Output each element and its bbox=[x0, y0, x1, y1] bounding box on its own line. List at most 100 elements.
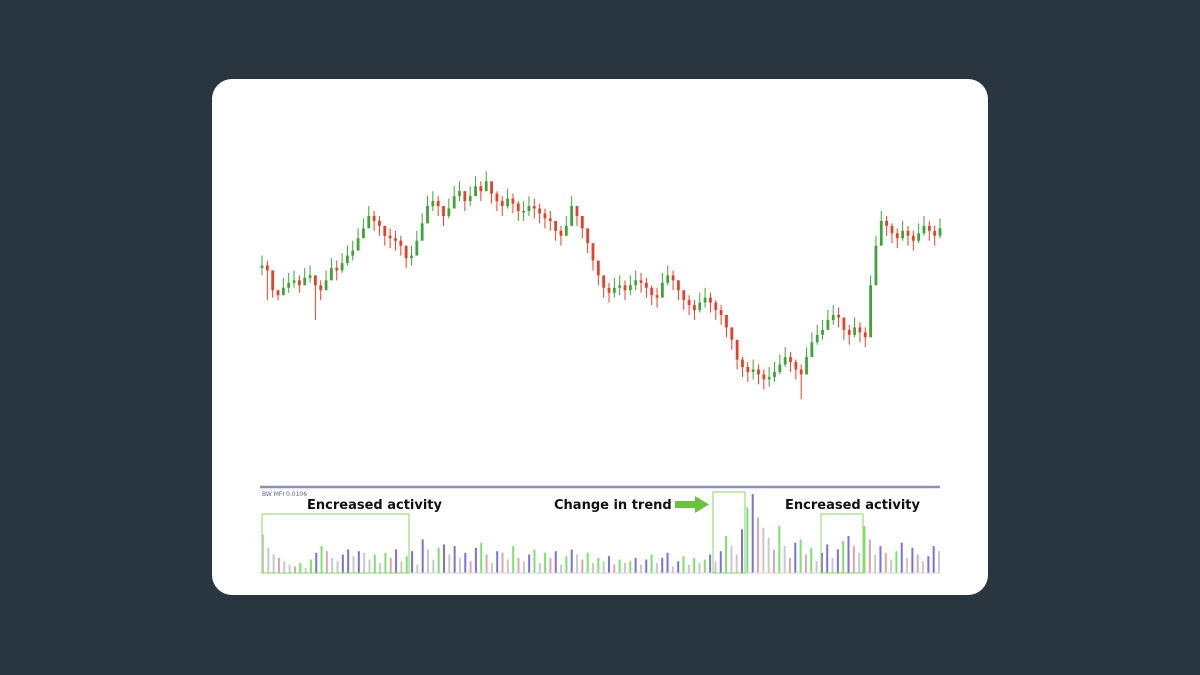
candle-body bbox=[543, 213, 547, 219]
chart-svg: BW MFI 0.0106 Encreased activity Change … bbox=[242, 171, 957, 581]
mfi-bar bbox=[916, 554, 919, 573]
candle-body bbox=[335, 267, 339, 271]
candle-body bbox=[564, 225, 568, 236]
mfi-bar bbox=[288, 564, 291, 573]
mfi-bar bbox=[927, 556, 930, 573]
candle-body bbox=[890, 225, 894, 234]
candle-body bbox=[297, 280, 301, 286]
candle-body bbox=[356, 238, 360, 251]
candle-body bbox=[308, 275, 312, 278]
candle-body bbox=[863, 332, 867, 338]
candle-body bbox=[794, 362, 798, 370]
mfi-bar bbox=[666, 552, 669, 573]
candle-body bbox=[538, 208, 542, 214]
candle-body bbox=[452, 196, 456, 209]
candle-body bbox=[757, 369, 760, 375]
mfi-bar bbox=[607, 556, 610, 573]
annotation-left: Encreased activity bbox=[307, 498, 443, 513]
mfi-bar bbox=[602, 561, 605, 573]
candle-body bbox=[271, 270, 275, 291]
candle-body bbox=[885, 220, 889, 226]
mfi-bar bbox=[363, 552, 366, 573]
annotation-middle: Change in trend bbox=[554, 498, 672, 513]
mfi-bar bbox=[490, 562, 493, 573]
candle-body bbox=[447, 208, 451, 216]
candle-body bbox=[837, 315, 840, 318]
mfi-bar bbox=[538, 562, 541, 573]
mfi-bar bbox=[634, 557, 637, 573]
candle-body bbox=[463, 191, 467, 202]
mfi-bar bbox=[517, 557, 520, 573]
mfi-bar bbox=[544, 552, 547, 573]
candle-body bbox=[906, 230, 910, 236]
mfi-bar bbox=[560, 564, 563, 573]
candle-body bbox=[532, 206, 536, 209]
candle-body bbox=[570, 206, 574, 226]
mfi-bar bbox=[384, 552, 387, 573]
candle-body bbox=[367, 215, 371, 229]
mfi-bar bbox=[469, 561, 472, 573]
mfi-bar bbox=[938, 551, 940, 573]
candle-body bbox=[933, 230, 937, 236]
candle-body bbox=[554, 220, 558, 231]
mfi-bar bbox=[453, 546, 456, 573]
mfi-bar bbox=[730, 546, 733, 573]
mfi-bar bbox=[639, 564, 642, 573]
candle-body bbox=[650, 287, 654, 296]
mfi-bar bbox=[437, 547, 440, 573]
mfi-bar bbox=[325, 551, 328, 573]
mfi-bar bbox=[757, 517, 760, 573]
candle-body bbox=[548, 218, 552, 221]
mfi-bar bbox=[277, 557, 280, 573]
candle-body bbox=[730, 327, 734, 340]
candle-body bbox=[735, 339, 739, 360]
candle-body bbox=[714, 302, 718, 311]
candle-body bbox=[522, 211, 525, 213]
candle-body bbox=[303, 277, 307, 286]
candle-body bbox=[276, 290, 280, 296]
mfi-bar bbox=[331, 557, 334, 573]
mfi-bar bbox=[714, 561, 717, 573]
candle-body bbox=[372, 215, 376, 221]
candle-body bbox=[847, 329, 851, 335]
candle-body bbox=[938, 228, 942, 236]
candle-body bbox=[831, 315, 835, 320]
candle-body bbox=[404, 245, 408, 259]
mfi-bar bbox=[299, 562, 302, 573]
highlight-box-right bbox=[820, 513, 864, 574]
mfi-bar bbox=[464, 552, 467, 573]
mfi-bar bbox=[613, 564, 616, 573]
candle-body bbox=[783, 357, 787, 365]
candle-body bbox=[655, 295, 659, 298]
mfi-bar bbox=[272, 554, 275, 573]
mfi-bar bbox=[304, 567, 307, 573]
mfi-bar bbox=[650, 554, 653, 573]
mfi-bar bbox=[480, 542, 483, 573]
candle-body bbox=[431, 201, 435, 207]
candle-body bbox=[917, 233, 921, 241]
mfi-bar bbox=[842, 541, 845, 573]
candle-body bbox=[415, 240, 419, 256]
mfi-bar bbox=[884, 552, 887, 573]
mfi-bar bbox=[522, 561, 525, 573]
candle-body bbox=[773, 371, 776, 377]
mfi-bar bbox=[352, 556, 355, 573]
mfi-bar bbox=[629, 561, 632, 573]
mfi-bar bbox=[794, 542, 797, 573]
price-candlestick-series bbox=[260, 171, 942, 400]
candle-body bbox=[922, 225, 926, 234]
candle-body bbox=[660, 282, 664, 298]
candle-body bbox=[927, 225, 931, 231]
mfi-bar bbox=[592, 562, 595, 573]
candle-body bbox=[842, 317, 846, 330]
candle-body bbox=[500, 201, 504, 207]
candle-body bbox=[874, 245, 878, 286]
mfi-bar bbox=[262, 534, 264, 573]
mfi-bar bbox=[421, 539, 424, 573]
candle-body bbox=[719, 310, 723, 315]
mfi-bar bbox=[804, 554, 807, 573]
candle-body bbox=[639, 280, 643, 283]
candle-body bbox=[821, 329, 824, 335]
candle-body bbox=[693, 305, 696, 311]
candle-body bbox=[805, 357, 808, 375]
